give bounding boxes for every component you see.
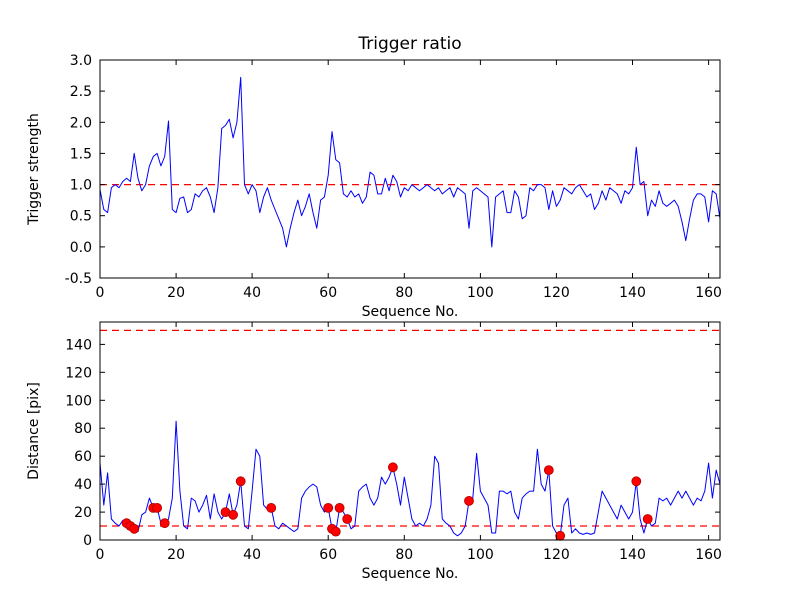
x-tick-label: 80 — [395, 547, 413, 563]
y-tick-label: 80 — [74, 421, 92, 437]
y-tick-label: -0.5 — [65, 271, 92, 287]
trigger-point-marker — [387, 462, 398, 473]
trigger-point-marker — [555, 530, 566, 541]
axes-frame — [99, 321, 721, 541]
x-tick-label: 80 — [395, 285, 413, 301]
y-axis-label: Distance [pix] — [26, 382, 42, 480]
trigger-point-marker — [342, 514, 353, 524]
y-axis-label: Trigger strength — [26, 113, 42, 226]
trigger-point-marker — [323, 502, 334, 513]
x-tick-label: 100 — [467, 285, 494, 301]
x-axis-label: Sequence No. — [362, 566, 459, 582]
subplot-1: 0 20 40 60 80 100 120 140 160 -0.5 0.0 0.5 1.0 1.5 2.0… — [26, 34, 722, 320]
y-tick-label: 2.5 — [70, 84, 92, 100]
y-tick-label: 60 — [74, 449, 92, 465]
axes-frame — [99, 59, 721, 279]
trigger-point-marker — [266, 502, 277, 513]
trigger-point-marker — [334, 502, 345, 513]
x-tick-label: 60 — [319, 285, 337, 301]
y-tick-label: 0.0 — [70, 240, 92, 256]
y-tick-label: 3.0 — [70, 53, 92, 69]
trigger-point-marker — [152, 502, 163, 513]
x-tick-label: 20 — [167, 547, 185, 563]
x-tick-label: 40 — [243, 285, 261, 301]
x-tick-label: 160 — [695, 285, 722, 301]
x-tick-label: 140 — [619, 285, 646, 301]
x-tick-label: 120 — [543, 547, 570, 563]
trigger-point-marker — [464, 495, 474, 506]
y-tick-label: 100 — [65, 393, 92, 409]
trigger-point-marker — [330, 526, 341, 537]
x-tick-label: 40 — [243, 547, 261, 563]
x-tick-label: 140 — [619, 547, 646, 563]
trigger-point-marker — [228, 509, 239, 520]
x-axis-label: Sequence No. — [362, 304, 459, 320]
x-tick-label: 0 — [96, 547, 105, 563]
trigger-point-marker — [642, 514, 653, 524]
trigger-point-marker — [159, 518, 170, 529]
y-tick-label: 140 — [65, 337, 92, 353]
y-tick-label: 120 — [65, 365, 92, 381]
y-tick-label: 20 — [74, 505, 92, 521]
x-tick-label: 120 — [543, 285, 570, 301]
y-tick-label: 1.5 — [70, 146, 92, 162]
trigger-point-marker — [543, 465, 554, 476]
x-tick-label: 100 — [467, 547, 494, 563]
x-tick-label: 20 — [167, 285, 185, 301]
trigger-strength-line — [99, 76, 721, 248]
x-tick-label: 160 — [695, 547, 722, 563]
x-tick-label: 60 — [319, 547, 337, 563]
distance-line — [99, 420, 721, 537]
trigger-point-marker — [129, 523, 140, 534]
trigger-point-marker — [631, 476, 642, 487]
trigger-point-marker — [235, 476, 246, 487]
y-tick-label: 40 — [74, 477, 92, 493]
y-tick-label: 1.0 — [70, 178, 92, 194]
y-tick-label: 2.0 — [70, 115, 92, 131]
plot-title: Trigger ratio — [357, 34, 461, 54]
x-tick-label: 0 — [96, 285, 105, 301]
axes-background — [100, 60, 720, 278]
y-tick-label: 0 — [83, 533, 92, 549]
subplot-2: 0 20 40 60 80 100 120 140 160 0 20 40 60 80 100 120 140 S… — [26, 321, 722, 582]
y-tick-label: 0.5 — [70, 209, 92, 225]
